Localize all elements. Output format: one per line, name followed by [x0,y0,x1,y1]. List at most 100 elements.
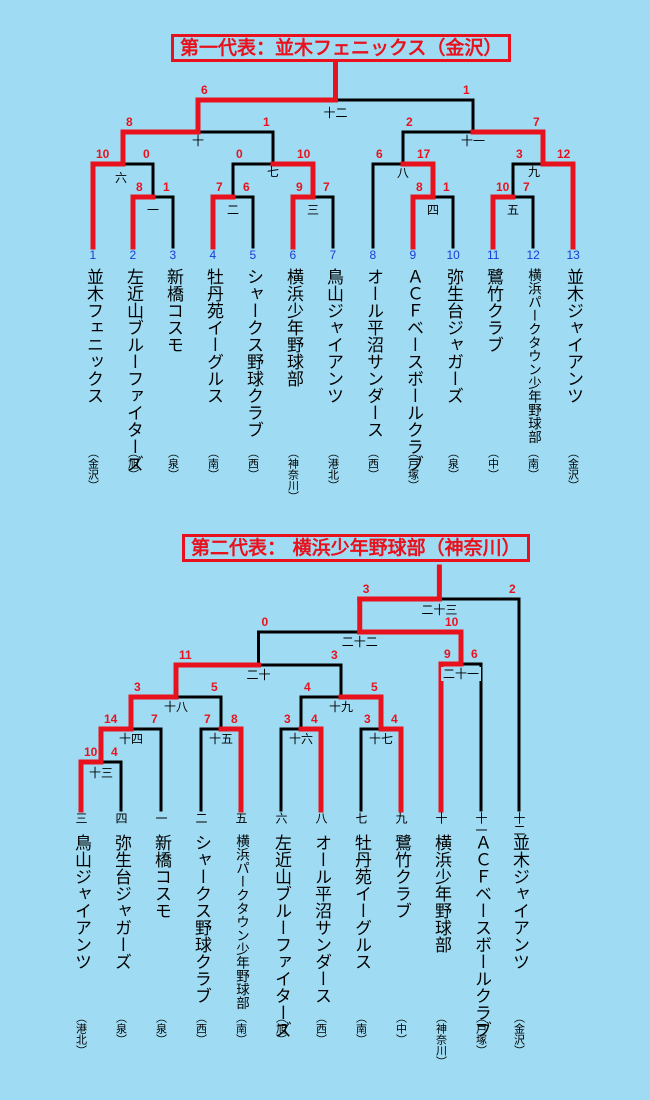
bracket2-game-10-number: 二十二 [339,635,380,649]
bracket2-team-location-11: （戸塚） [474,1012,488,1056]
bracket2-team-name-10: 横浜少年野球部 [431,834,451,953]
bracket2-game-9-right-score: 6 [471,647,478,661]
bracket1-seed-1: 1 [89,248,97,262]
bracket2-slot-7: 八 [314,812,328,824]
bracket1-game-9-number: 九 [528,165,541,179]
bracket2-team-location-2: （泉） [114,1012,128,1045]
bracket2-team-name-9: 鷺竹クラブ [391,834,411,919]
bracket2-team-location-1: （港北） [74,1012,88,1056]
bracket1-seed-3: 3 [169,248,177,262]
bracket1-game-6-right-score: 0 [143,147,150,161]
bracket2-team-location-6: （旭） [274,1012,288,1045]
bracket2-game-5-number: 十七 [367,732,396,746]
bracket2-team-location-5: （南） [234,1012,248,1045]
bracket1-game-11-left-score: 2 [406,115,413,129]
bracket2-game-6-number: 十八 [162,700,191,714]
bracket1-team-name-11: 鷺竹クラブ [483,268,503,353]
bracket2-slot-3: 一 [154,812,168,824]
bracket2-game-11-right-score: 2 [509,582,516,596]
bracket2-team-name-11: ＡＣＦベースボールクラブ [471,834,491,1038]
bracket2-game-5-left-score: 3 [364,712,371,726]
bracket1-team-location-6: （神奈川） [286,447,300,502]
bracket2-game-4-number: 十六 [287,732,316,746]
bracket1-team-name-7: 鳥山ジャイアンツ [323,268,343,404]
bracket2-game-8-left-score: 11 [179,648,192,662]
bracket2-team-name-4: シャークス野球クラブ [191,834,211,1004]
bracket1-game-10-left-score: 8 [126,115,133,129]
bracket2-slot-12: 十二 [512,812,526,836]
bracket1-game-7-number: 七 [267,165,280,179]
bracket1-game-12-right-score: 1 [463,83,470,97]
bracket1-game-10-right-score: 1 [263,115,270,129]
bracket2-game-6-right-score: 5 [211,680,218,694]
bracket2-title: 第二代表： 横浜少年野球部（神奈川） [182,534,530,562]
bracket2-team-location-3: （泉） [154,1012,168,1045]
bracket1-seed-4: 4 [209,248,217,262]
bracket2-game-2-number: 十四 [117,732,146,746]
bracket2-game-11-left-score: 3 [362,582,370,596]
bracket1-game-6-left-score: 10 [96,147,110,161]
bracket1-seed-6: 6 [289,248,297,262]
bracket1-seed-8: 8 [369,248,377,262]
bracket2-game-7-right-score: 5 [371,680,378,694]
bracket1-team-location-9: （戸塚） [406,447,420,491]
bracket2-game-7-left-score: 4 [304,680,311,694]
bracket1-team-location-7: （港北） [326,447,340,491]
bracket1-game-2-right-score: 6 [243,180,250,194]
bracket1-game-3-right-score: 7 [323,180,330,194]
bracket1-team-location-11: （中） [486,447,500,480]
bracket1-seed-7: 7 [329,248,337,262]
bracket1-team-name-8: オール平沼サンダース [363,268,383,438]
bracket2-team-location-7: （西） [314,1012,328,1045]
bracket1-game-12-number: 十二 [323,106,348,120]
bracket1-game-12-left-score: 6 [201,83,208,97]
bracket1-seed-9: 9 [409,248,417,262]
bracket1-game-4-left-score: 8 [416,180,423,194]
bracket2-team-name-3: 新橋コスモ [151,834,171,919]
bracket1-game-2-left-score: 7 [216,180,223,194]
bracket2-team-name-12: 並木ジャイアンツ [509,834,529,970]
bracket2-slot-2: 四 [114,812,128,824]
bracket2-game-4-right-score: 4 [311,712,318,726]
bracket2-game-2-left-score: 14 [104,712,118,726]
bracket2-team-name-1: 鳥山ジャイアンツ [71,834,91,970]
bracket2-game-1-right-score: 4 [111,745,118,759]
bracket2-game-3-left-score: 7 [204,712,211,726]
bracket2-slot-11: 十一 [474,812,488,836]
bracket2-team-location-4: （西） [194,1012,208,1045]
bracket1-game-8-left-score: 6 [376,147,383,161]
bracket1-game-1-number: 一 [147,203,160,217]
bracket2-team-name-6: 左近山ブルーファイターズ [271,834,291,1038]
bracket1-team-location-10: （泉） [446,447,460,480]
bracket1-team-location-5: （西） [246,447,260,480]
bracket2-game-9-number: 二十一 [441,667,482,681]
bracket1-team-location-8: （西） [366,447,380,480]
bracket2-game-5-right-score: 4 [391,712,398,726]
bracket2-game-8-number: 二十 [244,668,273,682]
bracket1-team-name-9: ＡＣＦベースボールクラブ [403,268,423,472]
bracket1-seed-2: 2 [129,248,137,262]
bracket2-game-10-right-score: 10 [445,615,459,629]
bracket2-slot-9: 九 [394,812,408,824]
bracket1-team-name-5: シャークス野球クラブ [243,268,263,438]
bracket2-slot-8: 七 [354,812,368,824]
bracket1-game-4-number: 四 [427,203,440,217]
bracket2-team-name-8: 牡丹苑イーグルス [351,834,371,970]
bracket2-team-name-2: 弥生台ジャガーズ [111,834,131,970]
bracket1-team-location-1: （金沢） [86,447,100,491]
bracket1-team-location-3: （泉） [166,447,180,480]
bracket2-team-location-9: （中） [394,1012,408,1045]
bracket1-team-location-12: （南） [526,447,540,480]
bracket2-game-1-number: 十三 [87,766,116,780]
bracket2-game-11-number: 二十三 [419,603,460,617]
bracket1-team-location-4: （南） [206,447,220,480]
bracket1-seed-13: 13 [566,248,580,262]
bracket1-game-8-number: 八 [397,166,410,180]
bracket1-team-name-13: 並木ジャイアンツ [563,268,583,404]
bracket1-team-name-10: 弥生台ジャガーズ [443,268,463,404]
bracket1-team-name-4: 牡丹苑イーグルス [203,268,223,404]
bracket2-game-4-left-score: 3 [284,712,291,726]
bracket1-title: 第一代表：並木フェニックス（金沢） [171,34,512,62]
